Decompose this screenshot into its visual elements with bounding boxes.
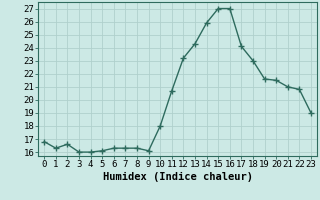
X-axis label: Humidex (Indice chaleur): Humidex (Indice chaleur) [103,172,252,182]
